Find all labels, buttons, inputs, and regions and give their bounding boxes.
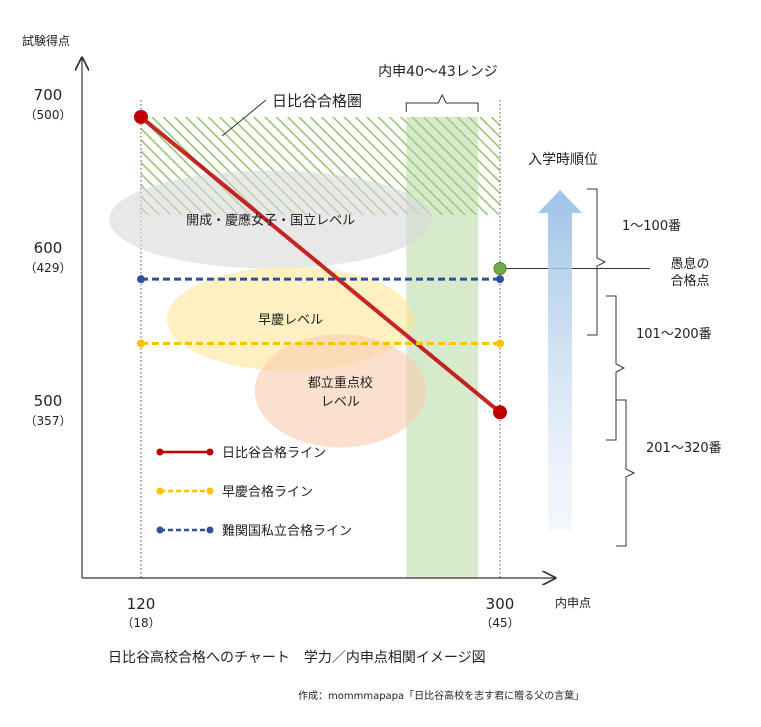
chart-credit: 作成：mommmapapa「日比谷高校を志す君に贈る父の言葉」 xyxy=(298,689,584,702)
y-tick-sublabel-3: （357） xyxy=(25,414,72,428)
series-point-2-start xyxy=(137,339,145,348)
legend-marker-1-a xyxy=(156,448,164,456)
zone-label-1: 開成・慶應女子・国立レベル xyxy=(186,213,355,229)
x-axis-title: 内申点 xyxy=(555,596,591,610)
rank-arrow xyxy=(538,190,582,530)
legend-label-3: 難関国私立合格ライン xyxy=(222,523,352,539)
y-axis-title: 試験得点 xyxy=(22,33,70,48)
zone-ellipse-1 xyxy=(109,170,433,269)
marker-point xyxy=(493,261,507,275)
zone-label-3: 都立重点校 xyxy=(308,375,373,391)
y-tick-sublabel-2: （429） xyxy=(25,261,72,275)
zone-ellipse-3 xyxy=(254,334,427,448)
naishin-range-label: 内申40～43レンジ xyxy=(378,64,498,80)
series-point-1-end xyxy=(493,405,507,420)
chart-title: 日比谷高校合格へのチャート 学力／内申点相関イメージ図 xyxy=(108,649,486,666)
rank-arrow-label: 入学時順位 xyxy=(528,152,598,168)
rank-bracket-2 xyxy=(606,295,626,441)
x-tick-sublabel-2: （45） xyxy=(480,616,519,630)
series-point-3-end xyxy=(496,275,504,284)
legend-label-2: 早慶合格ライン xyxy=(222,484,313,500)
legend-marker-2-b xyxy=(206,487,214,495)
x-tick-label-1: 120 xyxy=(127,595,156,613)
legend-label-1: 日比谷合格ライン xyxy=(222,445,326,461)
naishin-range-band xyxy=(406,117,479,578)
series-line-1 xyxy=(139,115,502,414)
y-tick-label-2: 600 xyxy=(34,239,63,257)
marker-point-label: 愚息の xyxy=(670,256,709,272)
rank-bracket-label-2: 101～200番 xyxy=(636,327,712,342)
legend-marker-3-a xyxy=(156,526,164,534)
hibiya-zone-label: 日比谷合格圏 xyxy=(272,92,362,110)
naishin-range-brace xyxy=(405,93,479,112)
series-point-2-end xyxy=(496,339,504,348)
zone-label-3: レベル xyxy=(321,395,360,410)
rank-bracket-label-1: 1～100番 xyxy=(622,219,681,234)
legend-marker-1-b xyxy=(206,448,214,456)
zone-label-2: 早慶レベル xyxy=(258,313,323,328)
x-tick-sublabel-1: （18） xyxy=(121,616,160,630)
marker-point-label: 合格点 xyxy=(670,273,709,289)
x-tick-label-2: 300 xyxy=(486,595,515,613)
y-tick-label-1: 700 xyxy=(34,86,63,104)
legend-marker-2-a xyxy=(156,487,164,495)
legend-marker-3-b xyxy=(206,526,214,534)
hibiya-zone-leader xyxy=(221,99,267,137)
series-point-1-start xyxy=(134,110,148,124)
rank-bracket-1 xyxy=(587,188,607,336)
rank-bracket-label-3: 201～320番 xyxy=(646,441,722,456)
series-point-3-start xyxy=(137,275,145,284)
y-tick-label-3: 500 xyxy=(34,392,63,410)
y-tick-sublabel-1: （500） xyxy=(25,108,72,122)
rank-bracket-3 xyxy=(616,399,636,547)
